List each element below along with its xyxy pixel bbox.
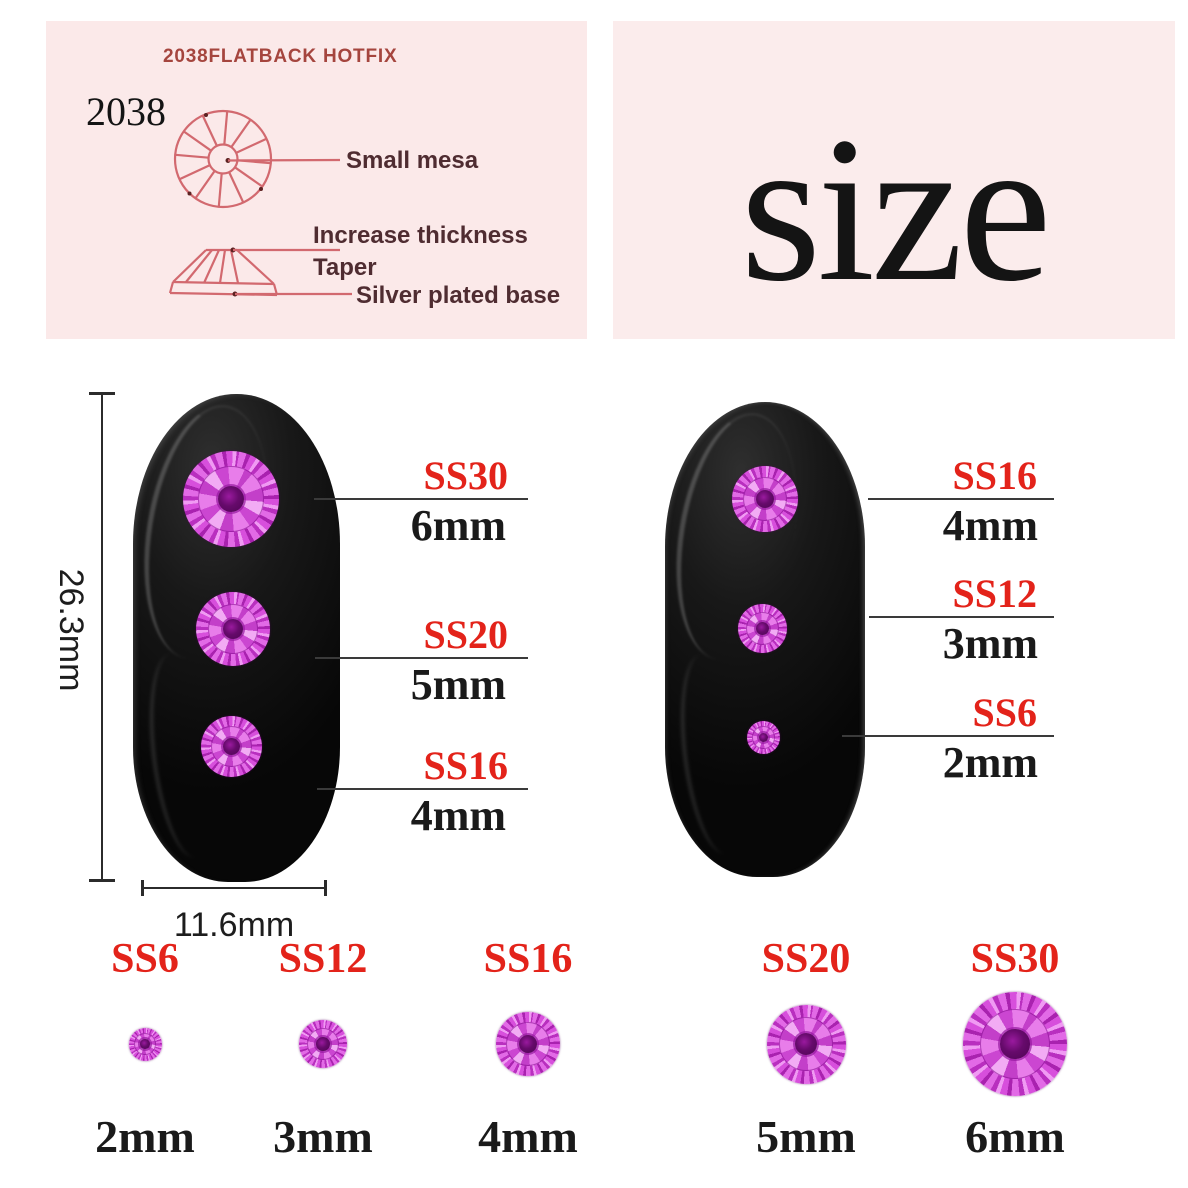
- size-item-mm-label: 6mm: [965, 1111, 1065, 1162]
- callout-leader-line: [314, 498, 528, 500]
- label-taper: Taper: [313, 254, 377, 281]
- width-dimension-label: 11.6mm: [173, 906, 295, 944]
- flatback-diagram: 2038FLATBACK HOTFIX 2038: [86, 46, 560, 309]
- size-item-mm-label: 2mm: [95, 1111, 195, 1162]
- top-view-diagram: [173, 109, 341, 209]
- size-item-mm-label: 3mm: [273, 1111, 373, 1162]
- size-item-ss-label: SS20: [761, 936, 851, 982]
- callout-mm-label: 4mm: [942, 501, 1038, 550]
- nail-left: [128, 394, 340, 882]
- callout-leader-line: [869, 616, 1054, 618]
- callout-mm-label: 2mm: [942, 738, 1038, 787]
- label-increase-thickness: Increase thickness: [313, 222, 528, 249]
- width-dimension-line: [141, 880, 327, 896]
- callout-ss-label: SS30: [423, 453, 509, 498]
- size-item-ss30: SS30 6mm: [935, 936, 1095, 1160]
- height-dimension-line: [89, 392, 115, 882]
- spec-title: 2038FLATBACK HOTFIX: [163, 46, 397, 67]
- stone-ss6: [747, 721, 780, 754]
- size-item-ss20: SS20 5mm: [726, 936, 886, 1160]
- callout-left-ss16: SS16 4mm: [317, 746, 528, 838]
- stone-ss16: [201, 716, 262, 777]
- callout-ss-label: SS16: [952, 453, 1038, 498]
- callout-right-ss6: SS6 2mm: [842, 693, 1054, 785]
- callout-leader-line: [842, 735, 1054, 737]
- size-item-ss-label: SS6: [111, 936, 179, 982]
- size-panel: size: [613, 21, 1175, 339]
- callout-ss-label: SS6: [972, 690, 1038, 735]
- callout-left-ss30: SS30 6mm: [314, 456, 528, 548]
- callout-leader-line: [317, 788, 528, 790]
- callout-ss-label: SS12: [952, 571, 1038, 616]
- size-item-ss16: SS16 4mm: [448, 936, 608, 1160]
- stone-ss12: [299, 1020, 347, 1068]
- callout-leader-line: [315, 657, 528, 659]
- size-item-ss-label: SS16: [483, 936, 573, 982]
- spec-model-number: 2038: [86, 89, 166, 134]
- size-item-ss-label: SS30: [970, 936, 1060, 982]
- callout-mm-label: 3mm: [942, 619, 1038, 668]
- nail-right: [660, 402, 865, 877]
- size-item-mm-label: 5mm: [756, 1111, 856, 1162]
- size-item-ss-label: SS12: [278, 936, 368, 982]
- nail-gloss-highlight: [660, 404, 813, 668]
- stone-ss16: [732, 466, 798, 532]
- side-view-diagram: [168, 247, 352, 297]
- callout-left-ss20: SS20 5mm: [315, 615, 528, 707]
- label-silver-base: Silver plated base: [356, 282, 560, 309]
- callout-right-ss12: SS12 3mm: [869, 574, 1054, 666]
- callout-ss-label: SS16: [423, 743, 509, 788]
- callout-ss-label: SS20: [423, 612, 509, 657]
- stone-ss20: [196, 592, 270, 666]
- callout-mm-label: 5mm: [410, 660, 506, 709]
- height-dimension-label: 26.3mm: [52, 568, 90, 692]
- size-item-mm-label: 4mm: [478, 1111, 578, 1162]
- stone-ss16: [496, 1012, 560, 1076]
- stone-ss30: [183, 451, 279, 547]
- stone-ss12: [738, 604, 787, 653]
- size-item-ss12: SS12 3mm: [243, 936, 403, 1160]
- stone-ss6: [128, 1027, 162, 1061]
- nail-gloss-highlight: [671, 650, 755, 857]
- spec-panel: 2038FLATBACK HOTFIX 2038: [46, 21, 587, 339]
- callout-mm-label: 4mm: [410, 791, 506, 840]
- callout-right-ss16: SS16 4mm: [868, 456, 1054, 548]
- label-small-mesa: Small mesa: [346, 147, 479, 174]
- size-title: size: [740, 94, 1051, 324]
- callout-leader-line: [868, 498, 1054, 500]
- callout-mm-label: 6mm: [410, 501, 506, 550]
- size-item-ss6: SS6 2mm: [65, 936, 225, 1160]
- stone-ss30: [963, 992, 1067, 1096]
- stone-ss20: [766, 1004, 846, 1084]
